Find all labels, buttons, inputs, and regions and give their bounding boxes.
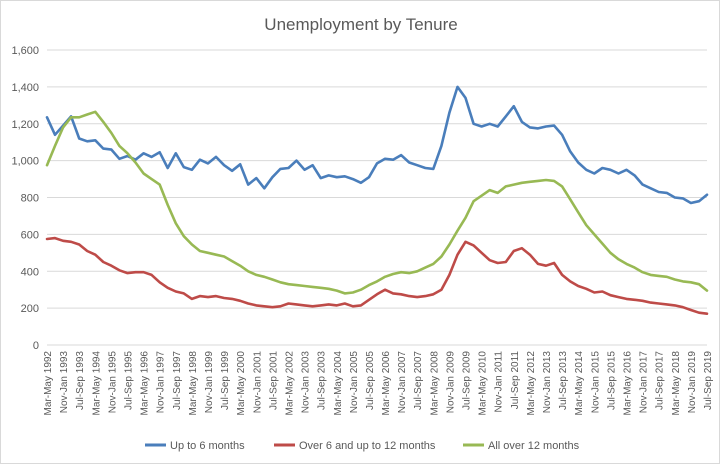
series-line-all-over-12-months bbox=[45, 110, 709, 295]
x-tick-label: Jul-Sep 1993 bbox=[75, 351, 86, 410]
series-lines bbox=[45, 85, 709, 315]
x-tick-label: Nov-Jan 2001 bbox=[252, 351, 263, 414]
x-tick-label: Mar-May 1998 bbox=[188, 351, 199, 416]
x-tick-label: Nov-Jan 2017 bbox=[639, 351, 650, 414]
x-tick-label: Mar-May 2000 bbox=[236, 351, 247, 416]
x-tick-label: Jul-Sep 2013 bbox=[558, 351, 569, 410]
x-tick-label: Jul-Sep 2003 bbox=[317, 351, 328, 410]
x-tick-label: Jul-Sep 2009 bbox=[462, 351, 473, 410]
x-tick-label: Jul-Sep 2005 bbox=[365, 351, 376, 410]
x-tick-label: Nov-Jan 2009 bbox=[445, 351, 456, 414]
x-tick-label: Mar-May 2018 bbox=[671, 351, 682, 416]
chart-title: Unemployment by Tenure bbox=[264, 15, 457, 34]
x-tick-label: Mar-May 2004 bbox=[333, 351, 344, 416]
x-tick-label: Mar-May 2012 bbox=[526, 351, 537, 416]
x-tick-label: Jul-Sep 1995 bbox=[124, 351, 135, 410]
gridlines bbox=[47, 49, 707, 346]
legend: Up to 6 months Over 6 and up to 12 months… bbox=[145, 440, 580, 452]
x-tick-label: Jul-Sep 2001 bbox=[268, 351, 279, 410]
series-line-over-6-and-up-to-12-months bbox=[45, 236, 709, 315]
x-tick-label: Jul-Sep 2011 bbox=[510, 351, 521, 410]
y-tick-label: 1,600 bbox=[11, 45, 39, 57]
x-tick-label: Jul-Sep 2019 bbox=[703, 351, 714, 410]
x-tick-label: Nov-Jan 1997 bbox=[156, 351, 167, 414]
series-line-up-to-6-months bbox=[45, 85, 709, 205]
x-tick-label: Nov-Jan 2015 bbox=[590, 351, 601, 414]
x-tick-label: Mar-May 2016 bbox=[623, 351, 634, 416]
x-tick-label: Mar-May 1994 bbox=[91, 351, 102, 416]
x-tick-label: Mar-May 2010 bbox=[478, 351, 489, 416]
x-tick-label: Jul-Sep 2007 bbox=[413, 351, 424, 410]
x-tick-label: Mar-May 2008 bbox=[429, 351, 440, 416]
x-tick-label: Nov-Jan 2007 bbox=[397, 351, 408, 414]
y-tick-label: 800 bbox=[21, 193, 39, 205]
y-axis-tick-labels: 0 200 400 600 800 1,000 1,200 1,400 1,600 bbox=[11, 45, 39, 352]
y-tick-label: 200 bbox=[21, 303, 39, 315]
y-tick-label: 1,200 bbox=[11, 119, 39, 131]
x-tick-label: Mar-May 2002 bbox=[285, 351, 296, 416]
y-tick-label: 1,400 bbox=[11, 82, 39, 94]
x-tick-label: Nov-Jan 2003 bbox=[301, 351, 312, 414]
x-axis-tick-labels: Mar-May 1992 Nov-Jan 1993 Jul-Sep 1993 Mar-… bbox=[43, 351, 714, 416]
y-tick-label: 0 bbox=[33, 340, 39, 352]
x-tick-label: Nov-Jan 2019 bbox=[687, 351, 698, 414]
x-tick-label: Nov-Jan 2013 bbox=[542, 351, 553, 414]
x-tick-label: Jul-Sep 2017 bbox=[655, 351, 666, 410]
x-tick-label: Nov-Jan 1999 bbox=[204, 351, 215, 414]
x-tick-label: Nov-Jan 1993 bbox=[59, 351, 70, 414]
legend-label: Over 6 and up to 12 months bbox=[299, 440, 436, 452]
x-tick-label: Mar-May 2006 bbox=[381, 351, 392, 416]
x-tick-label: Mar-May 2014 bbox=[574, 351, 585, 416]
y-tick-label: 400 bbox=[21, 266, 39, 278]
x-tick-label: Nov-Jan 2011 bbox=[494, 351, 505, 413]
x-tick-label: Mar-May 1996 bbox=[140, 351, 151, 416]
x-tick-label: Nov-Jan 2005 bbox=[349, 351, 360, 414]
legend-label: All over 12 months bbox=[488, 440, 580, 452]
x-tick-label: Jul-Sep 1997 bbox=[172, 351, 183, 410]
x-tick-label: Mar-May 1992 bbox=[43, 351, 54, 416]
legend-label: Up to 6 months bbox=[170, 440, 245, 452]
y-tick-label: 1,000 bbox=[11, 156, 39, 168]
x-tick-label: Jul-Sep 1999 bbox=[220, 351, 231, 410]
y-tick-label: 600 bbox=[21, 229, 39, 241]
x-tick-label: Nov-Jan 1995 bbox=[107, 351, 118, 414]
x-tick-label: Jul-Sep 2015 bbox=[606, 351, 617, 410]
